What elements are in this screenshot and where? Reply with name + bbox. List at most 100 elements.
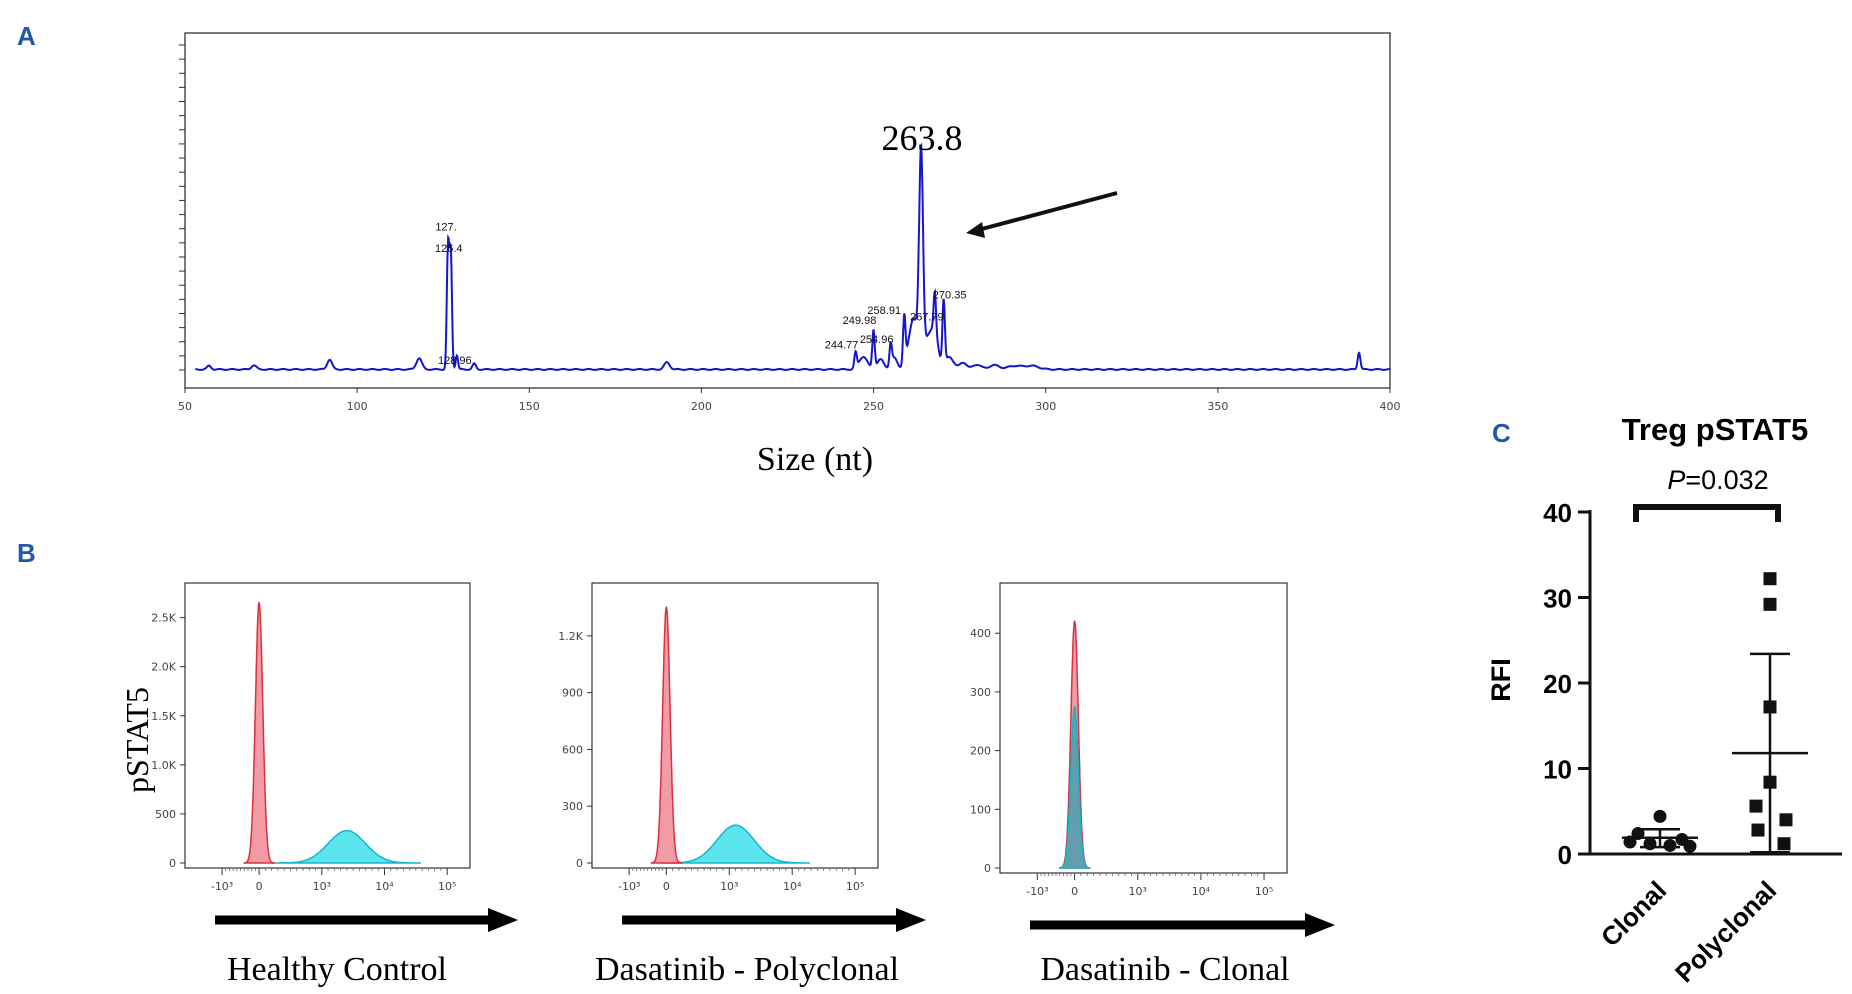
data-points	[1622, 572, 1808, 854]
peak-label: 128.96	[438, 355, 472, 367]
x-tick-label: 0	[1071, 885, 1078, 898]
peak-label: 249.98	[843, 315, 877, 327]
x-tick-label: 300	[1035, 400, 1056, 413]
histogram-y-label: pSTAT5	[119, 687, 155, 793]
chart-title: Treg pSTAT5	[1622, 412, 1809, 447]
fragment-analysis-chart: 50 100 150 200 250 300 350 400 127. 126.4 128.96 2…	[178, 32, 1401, 478]
arrow-shaft	[977, 191, 1118, 232]
y-tick-label: 900	[562, 687, 583, 700]
y-tick-label: 300	[970, 686, 991, 699]
peak-annotation: 263.8	[882, 118, 963, 158]
data-point-clonal	[1653, 809, 1667, 823]
y-tick-label: 300	[562, 800, 583, 813]
data-point-polyclonal	[1751, 823, 1765, 837]
stimulated-curve	[661, 824, 810, 864]
x-tick-label: 50	[178, 400, 192, 413]
data-point-polyclonal	[1763, 775, 1777, 789]
y-axis-ticks	[179, 44, 185, 371]
data-point-polyclonal	[1763, 700, 1777, 714]
y-tick-label: 0	[576, 857, 583, 870]
x-tick-label: 10³	[313, 880, 331, 893]
y-axis-ticks: 0 10 20 30 40	[1543, 498, 1590, 870]
y-tick-label: 2.5K	[151, 612, 176, 625]
x-tick-label: 10⁵	[846, 880, 864, 893]
x-category-label: Polyclonal	[1669, 875, 1782, 988]
stimulated-curve	[272, 829, 421, 864]
stimulated-curve	[1058, 705, 1091, 869]
y-tick-label: 0	[169, 857, 176, 870]
x-tick-label: 250	[863, 400, 884, 413]
arrow-head	[966, 222, 985, 238]
y-tick-label: 30	[1543, 584, 1572, 614]
y-tick-label: 0	[984, 862, 991, 875]
y-tick-label: 40	[1543, 498, 1572, 528]
p-value: P=0.032	[1667, 465, 1768, 495]
histogram-frame	[591, 582, 879, 869]
y-tick-label: 100	[970, 803, 991, 816]
axis-arrow-head	[896, 908, 926, 932]
axis-arrow-head	[488, 908, 518, 932]
p-value-symbol: P	[1667, 465, 1685, 495]
significance-bracket	[1633, 504, 1781, 522]
x-tick-label: 10⁵	[438, 880, 456, 893]
x-tick-label: 200	[691, 400, 712, 413]
peak-label: 270.35	[933, 289, 967, 301]
histogram-frame	[184, 582, 471, 869]
x-axis-label: Size (nt)	[757, 441, 873, 478]
peak-label: 244.77	[825, 339, 859, 351]
data-point-clonal	[1683, 839, 1697, 853]
y-tick-label: 600	[562, 743, 583, 756]
x-axis-ticks: 50 100 150 200 250 300 350 400	[178, 388, 1401, 413]
peak-label: 254.96	[860, 334, 894, 346]
x-tick-label: 350	[1207, 400, 1228, 413]
peak-labels: 127. 126.4 128.96 244.77 249.98 254.96 258.91 2…	[435, 221, 966, 366]
histogram-title-healthy-control: Healthy Control	[227, 951, 447, 988]
x-tick-label: 10⁴	[783, 880, 802, 893]
unstimulated-curve	[243, 601, 275, 864]
x-category-label: Clonal	[1595, 875, 1672, 952]
peak-label: 267.79	[910, 311, 944, 323]
y-tick-label: 0	[1558, 840, 1572, 870]
data-point-polyclonal	[1763, 597, 1777, 611]
y-axis-label: RFI	[1486, 658, 1516, 702]
data-point-clonal	[1643, 837, 1657, 851]
peak-label: 126.4	[435, 243, 463, 255]
y-tick-label: 500	[155, 808, 176, 821]
y-tick-label: 2.0K	[151, 661, 176, 674]
x-tick-label: 0	[663, 880, 670, 893]
data-point-clonal	[1623, 835, 1637, 849]
panel-label-c: C	[1492, 418, 1511, 448]
x-tick-label: 10⁴	[1192, 885, 1211, 898]
peak-label: 127.	[435, 221, 456, 233]
x-tick-label: 10⁵	[1255, 885, 1273, 898]
data-point-polyclonal	[1763, 572, 1777, 586]
x-tick-label: 10⁴	[375, 880, 394, 893]
x-tick-label: 10³	[1129, 885, 1147, 898]
axis-arrow-head	[1305, 913, 1335, 937]
x-tick-label: 100	[347, 400, 368, 413]
plot-frame	[184, 32, 1391, 389]
x-tick-label: 0	[256, 880, 263, 893]
y-tick-label: 1.0K	[151, 759, 176, 772]
x-tick-label: -10³	[1026, 885, 1048, 898]
data-point-clonal	[1631, 826, 1645, 840]
y-tick-label: 20	[1543, 669, 1572, 699]
histogram-title-dasatinib-clonal: Dasatinib - Clonal	[1040, 951, 1289, 988]
peak-label: 258.91	[867, 305, 901, 317]
p-value-number: =0.032	[1685, 465, 1768, 495]
x-tick-label: 10³	[720, 880, 738, 893]
histogram-title-dasatinib-polyclonal: Dasatinib - Polyclonal	[595, 951, 899, 988]
histogram-healthy-control: 0 500 1.0K 1.5K 2.0K 2.5K -10³ 0 10³ 10⁴ 10⁵	[151, 582, 518, 932]
electropherogram-trace	[195, 142, 1390, 371]
x-tick-label: -10³	[618, 880, 640, 893]
histogram-frame	[999, 582, 1288, 874]
unstimulated-curve	[650, 605, 683, 864]
y-tick-label: 1.2K	[558, 630, 583, 643]
histogram-dasatinib-clonal: 0 100 200 300 400 -10³ 0 10³ 10⁴ 10⁵	[970, 582, 1335, 937]
data-point-clonal	[1663, 838, 1677, 852]
data-point-polyclonal	[1779, 813, 1793, 827]
data-point-polyclonal	[1749, 799, 1763, 813]
data-point-polyclonal	[1777, 837, 1791, 851]
